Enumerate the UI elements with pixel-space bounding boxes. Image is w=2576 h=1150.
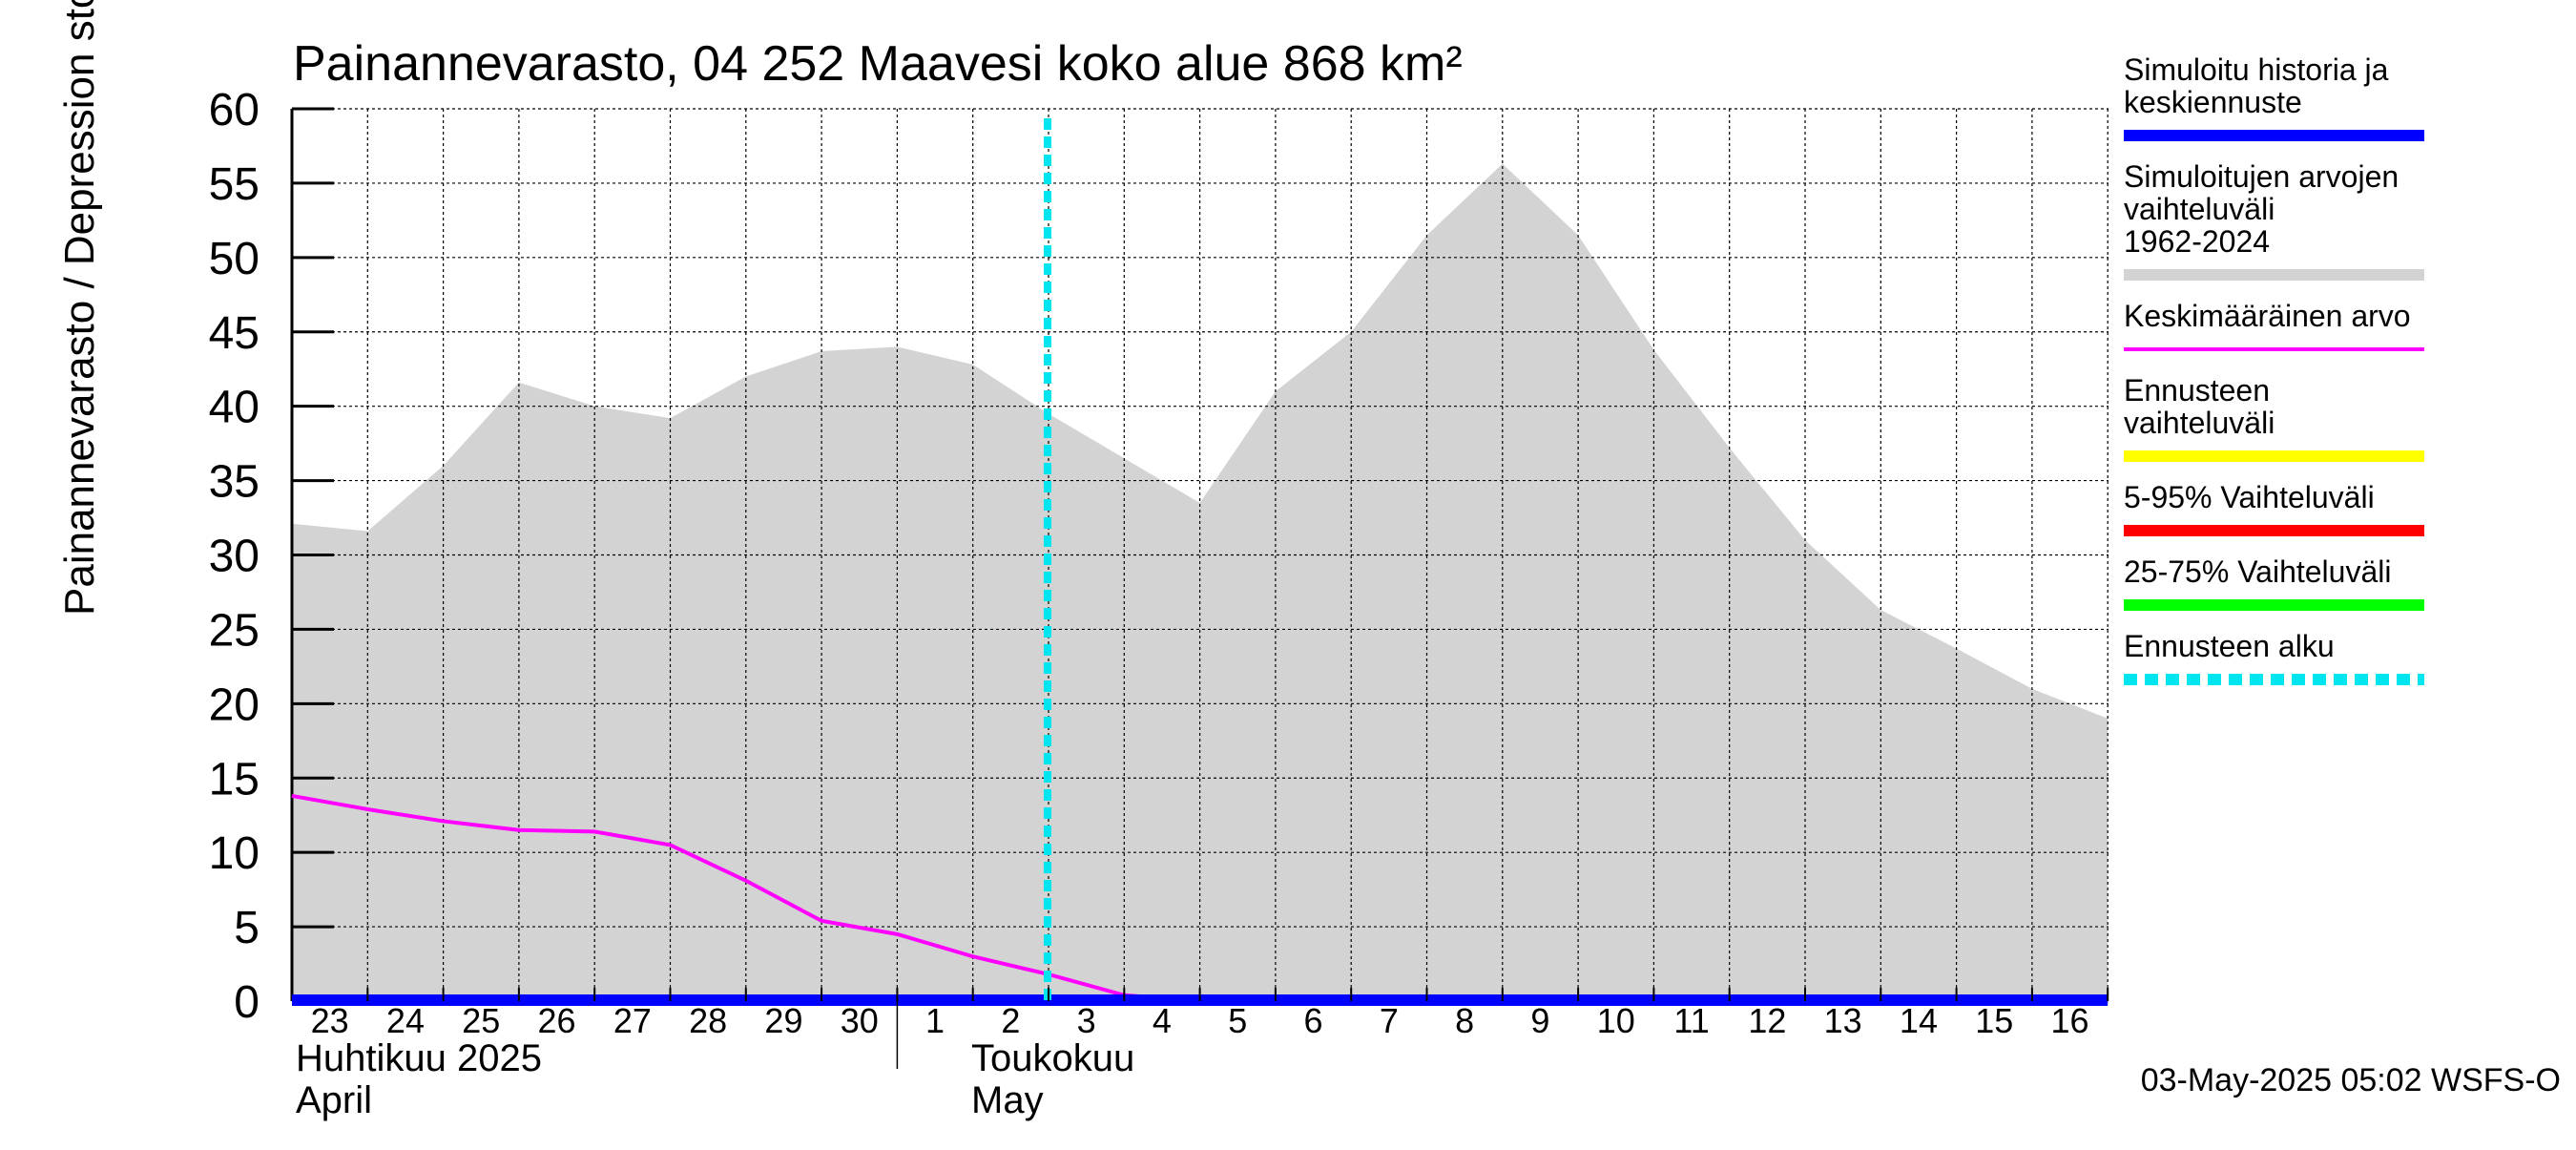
y-axis-label: Painannevarasto / Depression storage mm [56, 0, 103, 616]
y-ticks: 0 5 10 15 20 25 30 35 40 45 50 55 60 [209, 85, 334, 1028]
y-tick-label: 35 [209, 457, 260, 508]
chart-title: Painannevarasto, 04 252 Maavesi koko alu… [293, 36, 1463, 92]
footer-timestamp: 03-May-2025 05:02 WSFS-O [2141, 1062, 2561, 1098]
x-tick-label: 11 [1673, 1001, 1709, 1040]
legend-item: Ennusteen vaihteluväli [2124, 373, 2424, 462]
grid-lines [292, 108, 2109, 1001]
y-tick-label: 55 [209, 159, 260, 210]
legend-label: Keskimääräinen arvo [2124, 299, 2411, 333]
x-tick-label: 29 [764, 1001, 802, 1040]
y-tick-label: 50 [209, 234, 260, 284]
simulated-range-area [292, 163, 2109, 1002]
y-tick-label: 15 [209, 754, 260, 805]
legend-label: Simuloitujen arvojen vaihteluväli 1962-202… [2124, 159, 2399, 259]
x-tick-label: 10 [1597, 1001, 1635, 1040]
y-tick-label: 10 [209, 828, 260, 879]
y-tick-label: 45 [209, 308, 260, 359]
y-tick-label: 25 [209, 605, 260, 656]
y-tick-label: 40 [209, 383, 260, 433]
x-tick-label: 1 [925, 1001, 945, 1040]
x-tick-label: 23 [311, 1001, 349, 1040]
x-tick-label: 14 [1900, 1001, 1938, 1040]
x-tick-label: 12 [1748, 1001, 1786, 1040]
x-tick-label: 2 [1001, 1001, 1020, 1040]
x-tick-label: 4 [1153, 1001, 1172, 1040]
legend-item: Simuloitujen arvojen vaihteluväli 1962-202… [2124, 159, 2424, 281]
x-tick-label: 24 [386, 1001, 425, 1040]
x-tick-label: 26 [538, 1001, 576, 1040]
y-tick-label: 60 [209, 85, 260, 136]
legend-item: Simuloitu historia ja keskiennuste [2124, 52, 2424, 141]
legend-label: Ennusteen vaihteluväli [2124, 373, 2275, 440]
x-tick-label: 5 [1228, 1001, 1247, 1040]
legend-item: 25-75% Vaihteluväli [2124, 554, 2424, 611]
month-label-en: May [971, 1079, 1044, 1121]
x-tick-label: 7 [1380, 1001, 1399, 1040]
x-tick-label: 8 [1455, 1001, 1474, 1040]
x-tick-label: 6 [1304, 1001, 1323, 1040]
x-ticks: 23 24 25 26 27 28 29 30 1 2 3 4 5 6 7 8 9 10 11 12 13 14 15 16 [311, 988, 2109, 1069]
legend-item: Keskimääräinen arvo [2124, 299, 2424, 351]
legend-item: 5-95% Vaihteluväli [2124, 480, 2424, 536]
x-tick-label: 28 [689, 1001, 727, 1040]
x-tick-label: 25 [462, 1001, 500, 1040]
y-tick-label: 5 [234, 903, 260, 953]
legend-item: Ennusteen alku [2124, 629, 2424, 685]
legend-label: 25-75% Vaihteluväli [2124, 554, 2391, 589]
x-tick-label: 27 [613, 1001, 652, 1040]
y-tick-label: 0 [234, 977, 260, 1028]
legend-label: 5-95% Vaihteluväli [2124, 480, 2375, 514]
x-tick-label: 9 [1530, 1001, 1549, 1040]
month-label-en: April [296, 1079, 372, 1121]
x-tick-label: 13 [1824, 1001, 1862, 1040]
legend-label: Simuloitu historia ja keskiennuste [2124, 52, 2389, 119]
month-label: Huhtikuu 2025 [296, 1037, 542, 1079]
x-tick-label: 15 [1975, 1001, 2013, 1040]
x-tick-label: 30 [841, 1001, 879, 1040]
legend-label: Ennusteen alku [2124, 629, 2335, 663]
legend: Simuloitu historia ja keskiennuste Simuloi… [2124, 52, 2424, 685]
y-tick-label: 20 [209, 680, 260, 730]
y-tick-label: 30 [209, 532, 260, 582]
x-tick-label: 3 [1077, 1001, 1096, 1040]
month-label: Toukokuu [971, 1037, 1134, 1079]
x-tick-label: 16 [2051, 1001, 2089, 1040]
